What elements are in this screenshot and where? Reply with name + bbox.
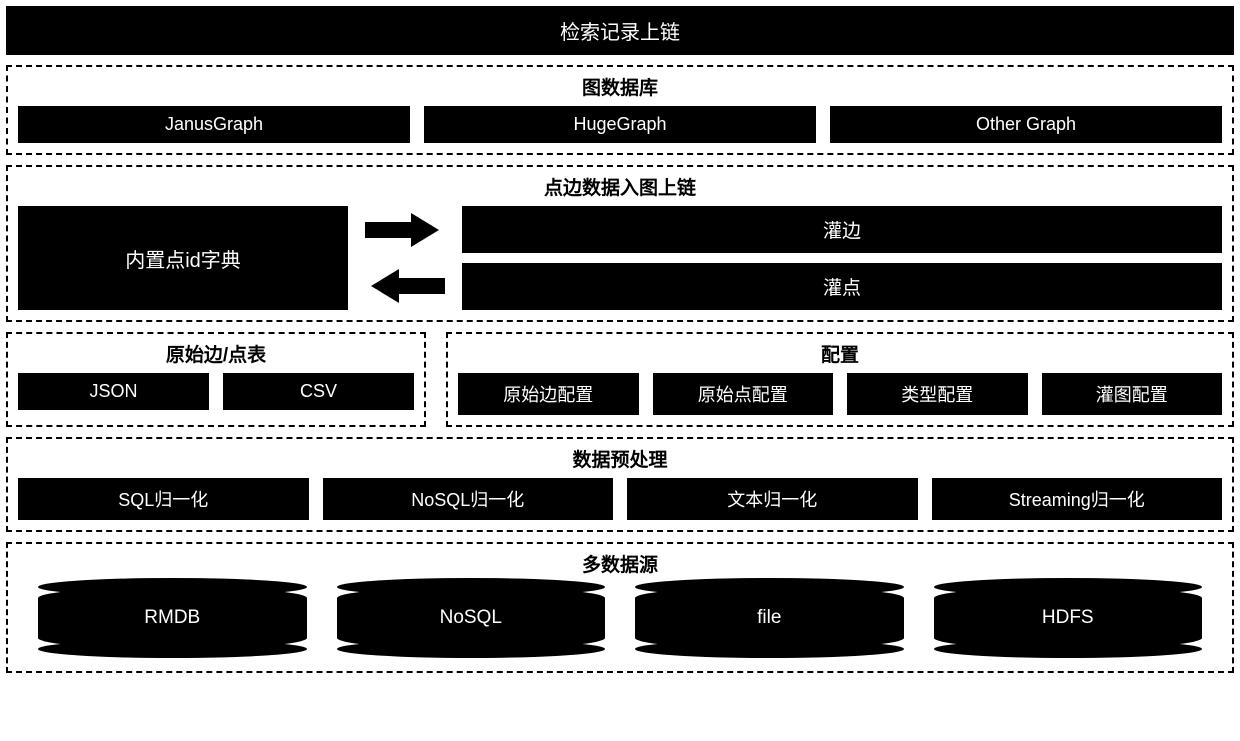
chain-right-block: 灌边 <box>462 206 1222 253</box>
source-label: HDFS <box>1042 607 1094 629</box>
top-bar: 检索记录上链 <box>6 6 1234 55</box>
preprocess-item: 文本归一化 <box>627 478 918 520</box>
source-cylinder: HDFS <box>934 587 1203 649</box>
arrow-left-icon <box>365 269 445 303</box>
graph-db-item: Other Graph <box>830 106 1222 143</box>
config-row: 原始边配置 原始点配置 类型配置 灌图配置 <box>458 373 1222 415</box>
source-cylinder: NoSQL <box>337 587 606 649</box>
preprocess-item: NoSQL归一化 <box>323 478 614 520</box>
mid-row: 原始边/点表 JSON CSV 配置 原始边配置 原始点配置 类型配置 灌图配置 <box>6 332 1234 437</box>
sources-title: 多数据源 <box>18 550 1222 577</box>
chain-right-col: 灌边 灌点 <box>462 206 1222 310</box>
source-cylinder: file <box>635 587 904 649</box>
source-label: RMDB <box>144 607 200 629</box>
sources-section: 多数据源 RMDB NoSQL file HDFS <box>6 542 1234 673</box>
config-section: 配置 原始边配置 原始点配置 类型配置 灌图配置 <box>446 332 1234 427</box>
config-item: 原始点配置 <box>653 373 834 415</box>
preprocess-item: Streaming归一化 <box>932 478 1223 520</box>
source-label: NoSQL <box>440 607 502 629</box>
chain-left-block: 内置点id字典 <box>18 206 348 310</box>
config-item: 类型配置 <box>847 373 1028 415</box>
raw-tables-item: JSON <box>18 373 209 410</box>
config-item: 灌图配置 <box>1042 373 1223 415</box>
raw-tables-item: CSV <box>223 373 414 410</box>
raw-tables-section: 原始边/点表 JSON CSV <box>6 332 426 427</box>
preprocess-item: SQL归一化 <box>18 478 309 520</box>
arrow-right-icon <box>365 213 445 247</box>
preprocess-title: 数据预处理 <box>18 445 1222 472</box>
source-cylinder: RMDB <box>38 587 307 649</box>
chain-section: 点边数据入图上链 内置点id字典 灌边 灌点 <box>6 165 1234 322</box>
graph-db-item: JanusGraph <box>18 106 410 143</box>
source-label: file <box>757 607 781 629</box>
preprocess-section: 数据预处理 SQL归一化 NoSQL归一化 文本归一化 Streaming归一化 <box>6 437 1234 532</box>
preprocess-row: SQL归一化 NoSQL归一化 文本归一化 Streaming归一化 <box>18 478 1222 520</box>
graph-db-section: 图数据库 JanusGraph HugeGraph Other Graph <box>6 65 1234 155</box>
raw-tables-title: 原始边/点表 <box>18 340 414 367</box>
config-title: 配置 <box>458 340 1222 367</box>
chain-arrows <box>360 206 450 310</box>
graph-db-row: JanusGraph HugeGraph Other Graph <box>18 106 1222 143</box>
graph-db-item: HugeGraph <box>424 106 816 143</box>
raw-tables-row: JSON CSV <box>18 373 414 410</box>
config-item: 原始边配置 <box>458 373 639 415</box>
sources-row: RMDB NoSQL file HDFS <box>18 583 1222 661</box>
graph-db-title: 图数据库 <box>18 73 1222 100</box>
chain-title: 点边数据入图上链 <box>18 173 1222 200</box>
chain-layout: 内置点id字典 灌边 灌点 <box>18 206 1222 310</box>
chain-right-block: 灌点 <box>462 263 1222 310</box>
